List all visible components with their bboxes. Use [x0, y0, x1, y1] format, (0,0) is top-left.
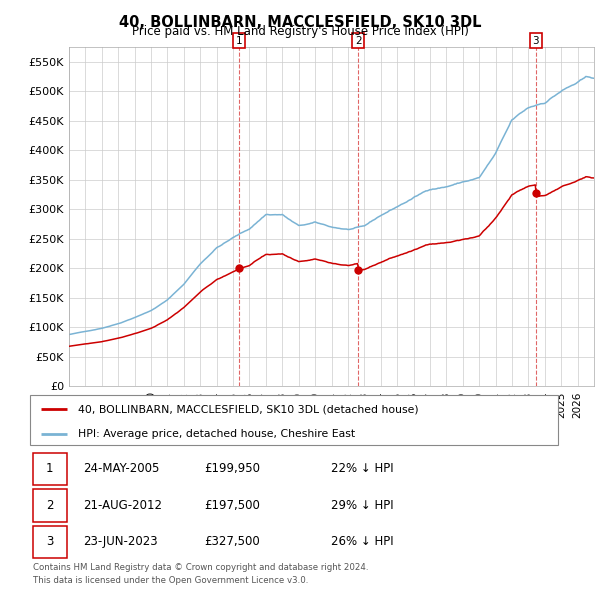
Text: This data is licensed under the Open Government Licence v3.0.: This data is licensed under the Open Gov…	[33, 576, 308, 585]
Text: 24-MAY-2005: 24-MAY-2005	[83, 462, 159, 475]
Text: 23-JUN-2023: 23-JUN-2023	[83, 535, 157, 548]
Text: 2: 2	[46, 499, 53, 512]
Bar	[32, 526, 67, 558]
Text: HPI: Average price, detached house, Cheshire East: HPI: Average price, detached house, Ches…	[77, 430, 355, 440]
Text: Price paid vs. HM Land Registry's House Price Index (HPI): Price paid vs. HM Land Registry's House …	[131, 25, 469, 38]
Bar	[32, 489, 67, 522]
Text: 29% ↓ HPI: 29% ↓ HPI	[331, 499, 394, 512]
Text: 3: 3	[533, 35, 539, 45]
Text: 40, BOLLINBARN, MACCLESFIELD, SK10 3DL (detached house): 40, BOLLINBARN, MACCLESFIELD, SK10 3DL (…	[77, 404, 418, 414]
Text: 40, BOLLINBARN, MACCLESFIELD, SK10 3DL: 40, BOLLINBARN, MACCLESFIELD, SK10 3DL	[119, 15, 481, 30]
Text: £197,500: £197,500	[204, 499, 260, 512]
Text: £199,950: £199,950	[204, 462, 260, 475]
Text: 22% ↓ HPI: 22% ↓ HPI	[331, 462, 394, 475]
Text: £327,500: £327,500	[204, 535, 260, 548]
Text: 1: 1	[46, 462, 53, 475]
Text: 2: 2	[355, 35, 362, 45]
Text: 21-AUG-2012: 21-AUG-2012	[83, 499, 162, 512]
Bar	[32, 453, 67, 485]
Text: 1: 1	[236, 35, 242, 45]
Text: 3: 3	[46, 535, 53, 548]
Text: 26% ↓ HPI: 26% ↓ HPI	[331, 535, 394, 548]
Text: Contains HM Land Registry data © Crown copyright and database right 2024.: Contains HM Land Registry data © Crown c…	[33, 563, 368, 572]
